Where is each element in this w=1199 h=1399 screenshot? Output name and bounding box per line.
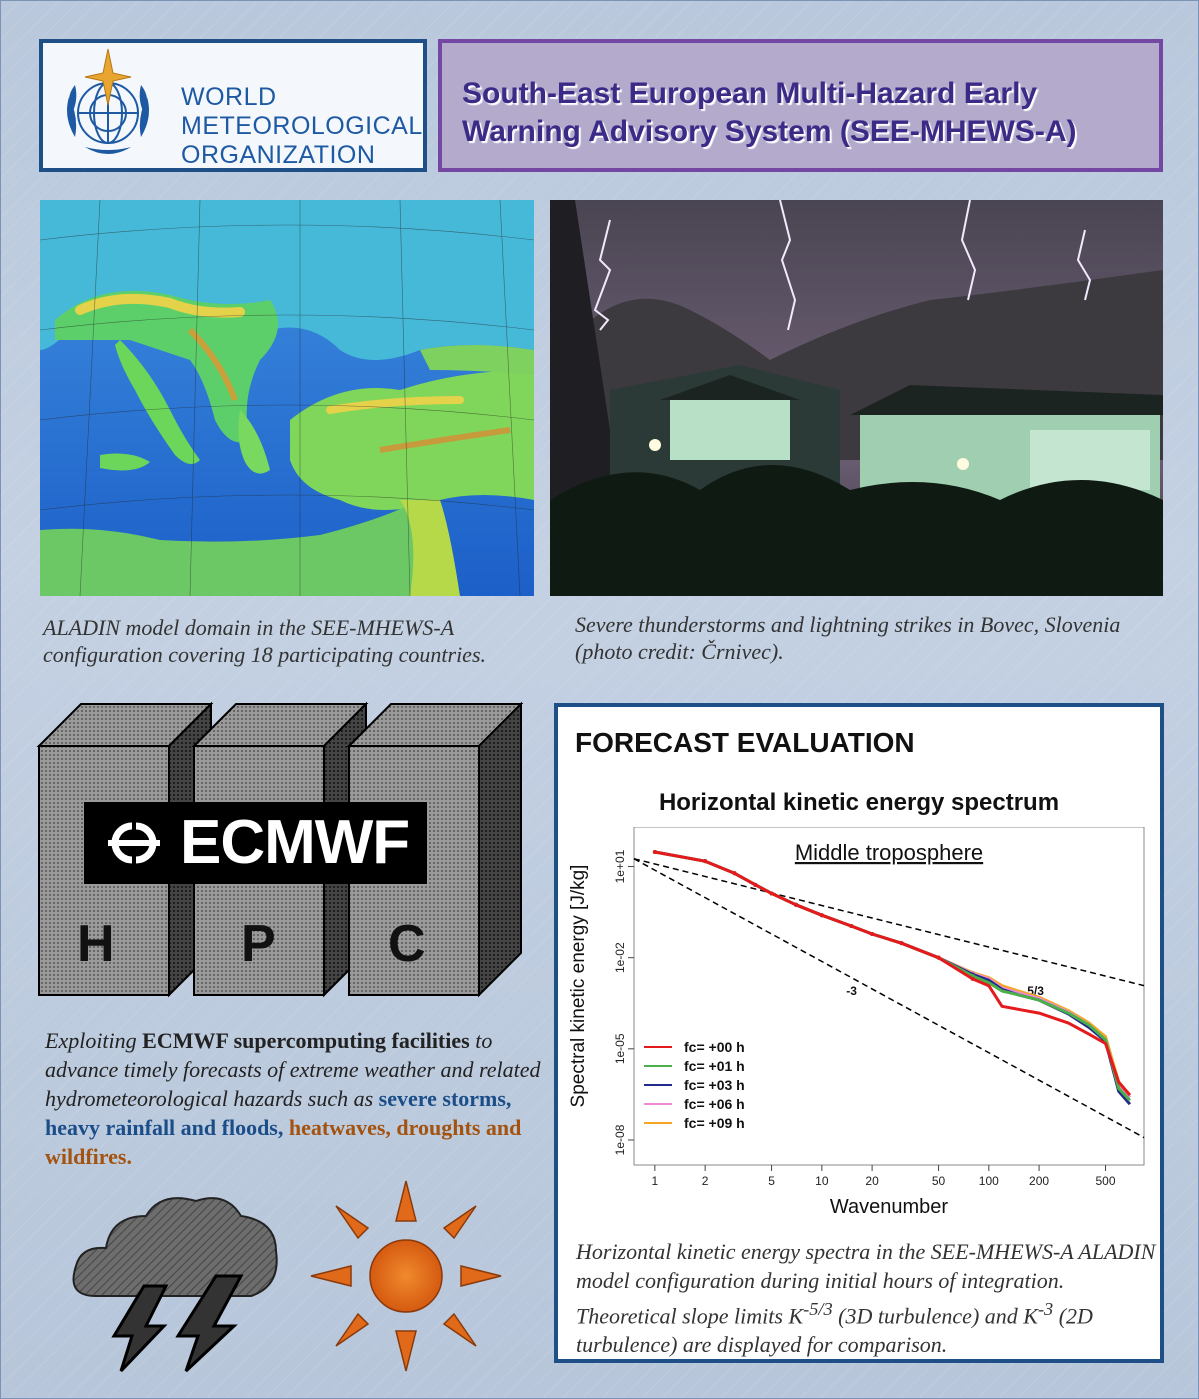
- data-point: [753, 882, 758, 887]
- hpc-letter-c: C: [388, 915, 426, 973]
- title-panel: South-East European Multi-Hazard Early W…: [438, 39, 1163, 172]
- wmo-name-line1: WORLD: [181, 83, 277, 111]
- chart-title: Horizontal kinetic energy spectrum: [658, 789, 1060, 816]
- x-axis-label: Wavenumber: [830, 1196, 949, 1218]
- forecast-evaluation-panel: FORECAST EVALUATION Horizontal kinetic e…: [554, 703, 1164, 1363]
- data-point: [936, 955, 941, 960]
- page-title-line2: Warning Advisory System (SEE-MHEWS-A): [462, 115, 1077, 148]
- data-point: [703, 859, 708, 864]
- hpc-desc-part2: to advance timely forecasts of extreme w…: [45, 1028, 541, 1111]
- y-tick-label: 1e+01: [613, 849, 627, 883]
- sun-icon: [310, 1180, 502, 1372]
- reference-line-2: [633, 858, 1145, 1139]
- y-axis-label: Spectral kinetic energy [J/kg]: [568, 865, 589, 1108]
- data-point: [899, 941, 904, 946]
- data-point: [652, 850, 657, 855]
- hpc-desc-part1: Exploiting: [45, 1028, 137, 1053]
- y-tick-label: 1e-05: [613, 1033, 627, 1064]
- hpc-desc-bold: ECMWF supercomputing facilities: [142, 1028, 470, 1053]
- ecmwf-wordmark: ECMWF: [180, 808, 410, 877]
- data-point: [849, 924, 854, 929]
- hpc-desc-hazards-blue: severe storms, heavy rainfall and floods…: [45, 1086, 512, 1140]
- x-tick-label: 100: [979, 1174, 999, 1188]
- legend-label: fc= +00 h: [684, 1039, 745, 1055]
- page-title-line1: South-East European Multi-Hazard Early: [462, 77, 1038, 110]
- chart-subtitle: Middle troposphere: [795, 840, 983, 865]
- wmo-name-line3: ORGANIZATION: [181, 141, 376, 169]
- x-tick-label: 5: [768, 1174, 775, 1188]
- hpc-letter-p: P: [241, 915, 276, 973]
- x-tick-label: 20: [865, 1174, 879, 1188]
- forecast-caption-part2: (3D turbulence) and K: [832, 1303, 1038, 1329]
- forecast-caption-part1: Horizontal kinetic energy spectra in the…: [576, 1239, 1156, 1329]
- legend-label: fc= +06 h: [684, 1096, 745, 1112]
- legend-label: fc= +03 h: [684, 1077, 745, 1093]
- wmo-name-line2: METEOROLOGICAL: [181, 112, 423, 140]
- forecast-caption-exp1: -5/3: [803, 1299, 833, 1319]
- wmo-name: WORLD METEOROLOGICAL ORGANIZATION: [181, 83, 423, 170]
- reference-line-1: [633, 858, 1145, 987]
- x-tick-label: 500: [1096, 1174, 1116, 1188]
- data-point: [870, 932, 875, 937]
- x-tick-label: 1: [652, 1174, 659, 1188]
- data-point: [819, 913, 824, 918]
- data-point: [970, 976, 975, 981]
- energy-spectrum-chart: Middle troposphere 1 2 5 10 20 50 100 200 500 1e+0…: [568, 827, 1145, 1218]
- hpc-desc-hazards-brown: heatwaves, droughts and wildfires.: [45, 1115, 522, 1169]
- wmo-logo-panel: WORLD METEOROLOGICAL ORGANIZATION: [39, 39, 427, 172]
- x-tick-label: 2: [702, 1174, 709, 1188]
- hpc-letter-h: H: [77, 915, 115, 973]
- legend-label: fc= +01 h: [684, 1058, 745, 1074]
- data-point: [793, 902, 798, 907]
- hpc-description: Exploiting ECMWF supercomputing faciliti…: [45, 1026, 545, 1171]
- y-tick-label: 1e-08: [613, 1124, 627, 1155]
- data-point: [769, 891, 774, 896]
- page-title: South-East European Multi-Hazard Early W…: [462, 75, 1152, 151]
- y-tick-label: 1e-02: [613, 942, 627, 973]
- forecast-caption: Horizontal kinetic energy spectra in the…: [576, 1237, 1161, 1359]
- thunderstorm-cloud-icon: [72, 1197, 278, 1373]
- plot-area: [633, 827, 1145, 1166]
- weather-icons: [66, 1176, 506, 1376]
- ecmwf-mark-icon: [108, 822, 160, 864]
- forecast-caption-part3: (2D turbulence) are displayed for compar…: [576, 1303, 1093, 1358]
- x-tick-label: 200: [1029, 1174, 1049, 1188]
- map-caption: ALADIN model domain in the SEE-MHEWS-A c…: [43, 615, 487, 667]
- x-tick-label: 50: [932, 1174, 946, 1188]
- ecmwf-logo: ECMWF: [84, 802, 427, 884]
- forecast-heading: FORECAST EVALUATION: [575, 727, 915, 758]
- legend-label: fc= +09 h: [684, 1115, 745, 1131]
- reference-label-minus-3: -3: [846, 984, 857, 998]
- storm-caption: Severe thunderstorms and lightning strik…: [575, 612, 1121, 664]
- wmo-emblem-icon: [67, 48, 149, 154]
- aladin-domain-map: [40, 200, 534, 596]
- bovec-storm-photo: [550, 200, 1163, 596]
- x-tick-label: 10: [815, 1174, 829, 1188]
- forecast-caption-exp2: -3: [1037, 1299, 1054, 1319]
- data-point: [732, 871, 737, 876]
